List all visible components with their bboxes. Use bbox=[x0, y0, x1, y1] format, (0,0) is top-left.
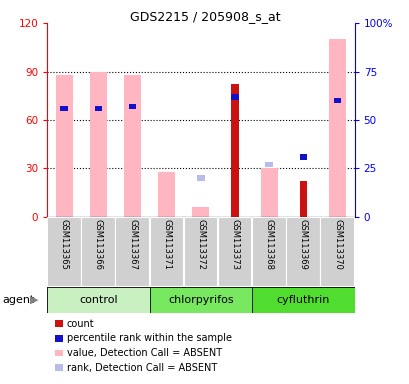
Bar bbox=[231, 94, 238, 99]
Text: GSM113365: GSM113365 bbox=[60, 219, 69, 270]
Text: GDS2215 / 205908_s_at: GDS2215 / 205908_s_at bbox=[129, 10, 280, 23]
Bar bbox=[192, 207, 209, 217]
Text: chlorpyrifos: chlorpyrifos bbox=[168, 295, 233, 305]
Text: GSM113366: GSM113366 bbox=[94, 219, 103, 270]
Bar bbox=[299, 181, 306, 217]
Bar bbox=[90, 71, 107, 217]
Text: GSM113367: GSM113367 bbox=[128, 219, 137, 270]
Text: ▶: ▶ bbox=[30, 295, 38, 305]
Text: GSM113368: GSM113368 bbox=[264, 219, 273, 270]
Bar bbox=[183, 217, 217, 286]
Text: GSM113369: GSM113369 bbox=[298, 219, 307, 270]
Bar bbox=[218, 217, 251, 286]
Text: cyfluthrin: cyfluthrin bbox=[276, 295, 329, 305]
Bar bbox=[47, 217, 81, 286]
Bar bbox=[265, 162, 272, 167]
Text: GSM113371: GSM113371 bbox=[162, 219, 171, 270]
Text: rank, Detection Call = ABSENT: rank, Detection Call = ABSENT bbox=[67, 362, 216, 372]
Text: agent: agent bbox=[2, 295, 34, 305]
Bar bbox=[328, 39, 345, 217]
Bar bbox=[94, 106, 102, 111]
Text: count: count bbox=[67, 319, 94, 329]
Text: GSM113370: GSM113370 bbox=[332, 219, 341, 270]
Bar bbox=[197, 175, 204, 181]
Bar bbox=[128, 104, 136, 109]
Bar bbox=[56, 75, 72, 217]
Bar bbox=[231, 84, 238, 217]
Bar bbox=[320, 217, 353, 286]
Bar bbox=[81, 217, 115, 286]
Bar bbox=[115, 217, 148, 286]
Text: percentile rank within the sample: percentile rank within the sample bbox=[67, 333, 231, 343]
Bar bbox=[158, 172, 175, 217]
Bar bbox=[149, 217, 183, 286]
Text: value, Detection Call = ABSENT: value, Detection Call = ABSENT bbox=[67, 348, 221, 358]
Bar bbox=[252, 287, 354, 313]
Text: GSM113372: GSM113372 bbox=[196, 219, 205, 270]
Bar bbox=[47, 287, 149, 313]
Bar bbox=[285, 217, 319, 286]
Bar bbox=[333, 98, 340, 103]
Bar bbox=[260, 169, 277, 217]
Text: control: control bbox=[79, 295, 117, 305]
Bar bbox=[61, 106, 68, 111]
Bar bbox=[299, 154, 306, 160]
Bar bbox=[124, 75, 141, 217]
Bar bbox=[252, 217, 285, 286]
Text: GSM113373: GSM113373 bbox=[230, 219, 239, 270]
Bar bbox=[149, 287, 252, 313]
